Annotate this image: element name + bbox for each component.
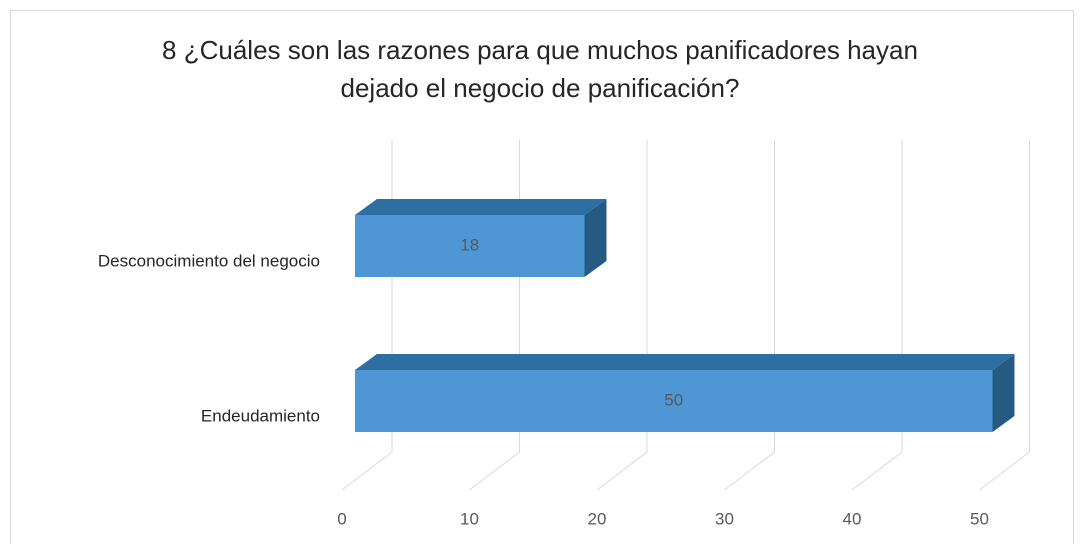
y-tick-label: Endeudamiento (201, 406, 320, 425)
bar-top (355, 199, 607, 215)
value-label: 18 (460, 235, 479, 254)
x-tick-label: 10 (460, 509, 479, 528)
bar (355, 370, 993, 432)
x-tick-label: 0 (337, 509, 346, 528)
bar-side (992, 354, 1015, 432)
x-tick-label: 40 (843, 509, 862, 528)
floor-line (596, 451, 648, 491)
chart-title: 8 ¿Cuáles son las razones para que mucho… (162, 35, 918, 65)
floor-line (979, 451, 1030, 491)
bar-top (355, 354, 1015, 370)
x-tick-label: 30 (715, 509, 734, 528)
floor-line (469, 451, 520, 491)
bar-side (584, 199, 607, 277)
y-tick-label: Desconocimiento del negocio (98, 251, 320, 270)
bar (355, 215, 585, 277)
value-label: 50 (664, 390, 683, 409)
chart-title: dejado el negocio de panificación? (341, 73, 740, 103)
floor-line (341, 451, 393, 491)
floor-line (851, 451, 903, 491)
chart-border (10, 10, 1074, 544)
x-tick-label: 20 (588, 509, 607, 528)
floor-line (724, 451, 775, 491)
x-tick-label: 50 (970, 509, 989, 528)
